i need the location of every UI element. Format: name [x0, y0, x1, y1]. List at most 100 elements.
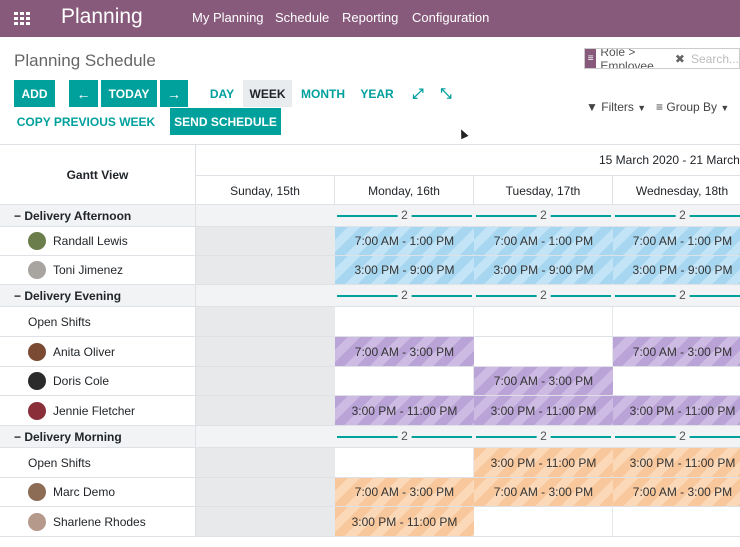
- menu-configuration[interactable]: Configuration: [412, 10, 490, 25]
- gantt-cell[interactable]: [474, 307, 613, 336]
- group-row: − Delivery Morning 2 2 2: [0, 426, 740, 448]
- resource-row: Marc Demo 7:00 AM - 3:00 PM 7:00 AM - 3:00…: [0, 478, 740, 507]
- row-label-text: Randall Lewis: [53, 234, 128, 248]
- row-label: Sharlene Rhodes: [0, 507, 196, 536]
- shift-pill[interactable]: 7:00 AM - 1:00 PM: [613, 227, 740, 255]
- shift-count-bar: 2: [335, 426, 474, 447]
- shift-pill[interactable]: 3:00 PM - 11:00 PM: [474, 396, 613, 425]
- gantt-header: Gantt View 15 March 2020 - 21 March 2020…: [0, 145, 740, 206]
- scale-day-button[interactable]: DAY: [209, 86, 235, 101]
- shift-count: 2: [675, 288, 690, 302]
- shift-pill[interactable]: 7:00 AM - 3:00 PM: [474, 367, 613, 395]
- row-label-text: Sharlene Rhodes: [53, 514, 146, 529]
- add-button[interactable]: ADD: [14, 80, 55, 107]
- shift-pill[interactable]: 7:00 AM - 3:00 PM: [335, 337, 474, 366]
- avatar: [28, 261, 46, 279]
- gantt-cell[interactable]: [613, 307, 740, 336]
- shift-pill[interactable]: 7:00 AM - 3:00 PM: [613, 478, 740, 506]
- avatar: [28, 483, 46, 501]
- shift-pill[interactable]: 3:00 PM - 11:00 PM: [474, 448, 613, 477]
- shift-pill[interactable]: 7:00 AM - 3:00 PM: [613, 337, 740, 366]
- row-label-text: Marc Demo: [53, 485, 116, 499]
- shift-count: 2: [536, 208, 551, 222]
- shift-pill[interactable]: 7:00 AM - 1:00 PM: [335, 227, 474, 255]
- prev-button[interactable]: ←: [69, 80, 98, 107]
- next-button[interactable]: →: [160, 80, 188, 107]
- day-header: Monday, 16th: [335, 176, 474, 206]
- day-header: Wednesday, 18th: [613, 176, 740, 206]
- shift-count: 2: [675, 208, 690, 222]
- caret-down-icon: ▼: [637, 103, 647, 113]
- expand-rows-icon[interactable]: ⤢: [412, 85, 424, 101]
- row-label-text: − Delivery Evening: [14, 288, 122, 303]
- resource-row: Doris Cole 7:00 AM - 3:00 PM: [0, 367, 740, 396]
- caret-down-icon: ▼: [720, 103, 730, 113]
- app-title: Planning: [61, 5, 143, 28]
- menu-schedule[interactable]: Schedule: [275, 10, 330, 25]
- menu-reporting[interactable]: Reporting: [342, 10, 399, 25]
- group-label[interactable]: − Delivery Evening: [0, 285, 196, 306]
- gantt-cell[interactable]: [196, 448, 335, 477]
- gantt-cell[interactable]: [335, 367, 474, 395]
- shift-pill[interactable]: 3:00 PM - 9:00 PM: [335, 256, 474, 284]
- shift-count-bar: 2: [613, 205, 740, 226]
- gantt-cell[interactable]: [196, 507, 335, 536]
- gantt-cell[interactable]: [613, 507, 740, 536]
- shift-pill[interactable]: 7:00 AM - 1:00 PM: [474, 227, 613, 255]
- gantt-cell[interactable]: [335, 307, 474, 336]
- row-label: Anita Oliver: [0, 337, 196, 366]
- shift-pill[interactable]: 3:00 PM - 11:00 PM: [613, 396, 740, 425]
- group-label[interactable]: − Delivery Morning: [0, 426, 196, 447]
- shift-count-bar: 2: [335, 285, 474, 306]
- gantt-cell[interactable]: [196, 478, 335, 506]
- resource-row: Open Shifts 3:00 PM - 11:00 PM 3:00 PM - 1…: [0, 448, 740, 478]
- row-label: Doris Cole: [0, 367, 196, 395]
- send-schedule-button[interactable]: SEND SCHEDULE: [170, 108, 281, 135]
- shift-count-bar: 2: [613, 285, 740, 306]
- shift-count: 2: [536, 429, 551, 443]
- arrow-left-icon: ←: [76, 85, 91, 102]
- collapse-rows-icon[interactable]: ⤡: [440, 85, 452, 101]
- gantt-cell[interactable]: [196, 256, 335, 284]
- app-menu-icon[interactable]: [14, 12, 30, 25]
- gantt-cell[interactable]: [474, 337, 613, 366]
- copy-previous-week-button[interactable]: COPY PREVIOUS WEEK: [16, 114, 156, 129]
- scale-year-button[interactable]: YEAR: [360, 86, 394, 101]
- gantt-cell[interactable]: [196, 227, 335, 255]
- shift-pill[interactable]: 3:00 PM - 11:00 PM: [335, 507, 474, 536]
- shift-pill[interactable]: 7:00 AM - 3:00 PM: [474, 478, 613, 506]
- shift-pill[interactable]: 3:00 PM - 11:00 PM: [335, 396, 474, 425]
- page-title: Planning Schedule: [14, 51, 156, 70]
- search-input[interactable]: Search...: [690, 51, 739, 66]
- gantt-cell[interactable]: [335, 448, 474, 477]
- shift-pill[interactable]: 7:00 AM - 3:00 PM: [335, 478, 474, 506]
- filters-button[interactable]: ▼ Filters ▼: [586, 100, 646, 114]
- group-row: − Delivery Evening 2 2 2: [0, 285, 740, 307]
- gantt-cell[interactable]: [474, 507, 613, 536]
- shift-count: 2: [675, 429, 690, 443]
- scale-month-button[interactable]: MONTH: [301, 86, 345, 101]
- shift-count: 2: [397, 208, 412, 222]
- gantt-cell[interactable]: [196, 307, 335, 336]
- search-facet: Role > Employee: [600, 48, 654, 69]
- shift-pill[interactable]: 3:00 PM - 9:00 PM: [613, 256, 740, 284]
- group-label[interactable]: − Delivery Afternoon: [0, 205, 196, 226]
- scale-week-button[interactable]: WEEK: [243, 80, 292, 107]
- today-button[interactable]: TODAY: [101, 80, 157, 107]
- shift-count-bar: 2: [474, 285, 613, 306]
- shift-pill[interactable]: 3:00 PM - 9:00 PM: [474, 256, 613, 284]
- gantt-cell[interactable]: [196, 396, 335, 425]
- arrow-right-icon: →: [167, 85, 181, 102]
- day-header: Sunday, 15th: [196, 176, 335, 206]
- menu-my-planning[interactable]: My Planning: [192, 10, 264, 25]
- remove-facet-icon[interactable]: ✖: [674, 51, 685, 66]
- avatar: [28, 342, 46, 361]
- shift-pill[interactable]: 3:00 PM - 11:00 PM: [613, 448, 740, 477]
- search-bar[interactable]: ≡ Role > Employee ✖ Search...: [584, 48, 740, 69]
- gantt-cell[interactable]: [613, 367, 740, 395]
- group-by-button[interactable]: ≡ Group By ▼: [656, 100, 729, 114]
- shift-count-bar: 2: [474, 426, 613, 447]
- gantt-cell[interactable]: [196, 367, 335, 395]
- shift-count: 2: [536, 288, 551, 302]
- gantt-cell[interactable]: [196, 337, 335, 366]
